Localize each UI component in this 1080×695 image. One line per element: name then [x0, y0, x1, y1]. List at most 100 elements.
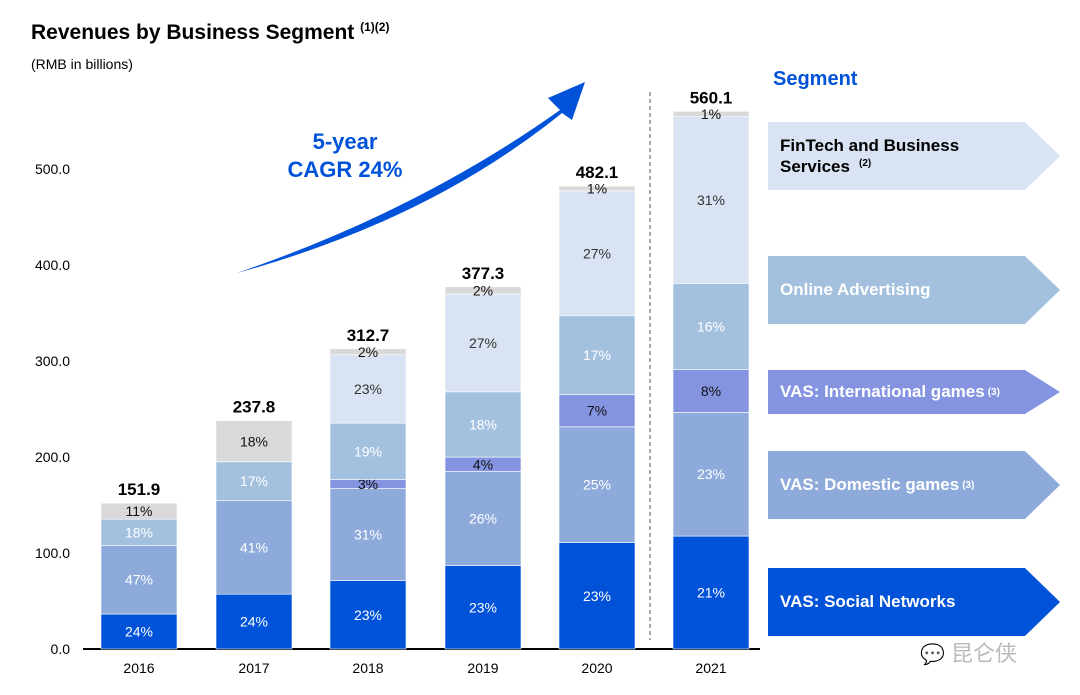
bar-segment [672, 535, 750, 650]
bar-segment [444, 391, 522, 458]
x-tick-label: 2018 [352, 660, 383, 676]
bar-2019: 23% 26% 4% 18% 27% 2%377.3 2019 [444, 264, 522, 676]
bar-segment [558, 542, 636, 650]
segment-label: 11% [126, 503, 153, 519]
bar-segment [558, 315, 636, 395]
bar-segment [329, 354, 407, 424]
bar-segment [100, 518, 178, 546]
bar-segment [558, 190, 636, 317]
total-label: 377.3 [462, 264, 505, 283]
total-label: 237.8 [233, 398, 276, 417]
chart-title: Revenues by Business Segment (1)(2) [31, 20, 390, 44]
legend-label: Online Advertising [780, 280, 931, 299]
segment-label: 3% [358, 476, 378, 492]
bar-segment [215, 593, 293, 650]
total-label: 151.9 [118, 480, 161, 499]
wechat-icon: 💬 [920, 644, 945, 666]
x-tick-label: 2016 [123, 660, 154, 676]
y-tick-label: 500.0 [35, 161, 70, 177]
legend-label: VAS: International games [780, 382, 985, 401]
legend-label: FinTech and Business Services [780, 136, 960, 176]
bar-segment [215, 420, 293, 463]
x-tick-label: 2020 [581, 660, 612, 676]
segment-label: 23% [354, 607, 382, 623]
segment-label: 47% [125, 572, 153, 588]
bar-segment [100, 545, 178, 615]
bar-segment [558, 394, 636, 428]
segment-label: 8% [701, 383, 721, 399]
segment-label: 21% [697, 585, 725, 601]
bar-segment [444, 286, 522, 295]
segment-label: 1% [701, 106, 721, 122]
bar-segment [672, 412, 750, 537]
bar-2020: 23% 25% 7% 17% 27% 1%482.1 2020 [558, 163, 636, 676]
legend-item: VAS: International games (3) [768, 370, 1060, 414]
bar-segment [100, 502, 178, 520]
segment-label: 18% [240, 433, 268, 449]
cagr-annotation: 5-year CAGR 24% [270, 128, 420, 184]
y-tick-label: 0.0 [51, 641, 71, 657]
segment-label: 18% [469, 416, 497, 432]
legend-title: Segment [773, 68, 858, 90]
y-tick-label: 400.0 [35, 257, 70, 273]
segment-label: 7% [587, 403, 607, 419]
bar-segment [672, 283, 750, 370]
watermark: 💬 昆仑侠 [920, 641, 1018, 666]
bar-segment [100, 613, 178, 650]
bar-segment [444, 565, 522, 650]
bar-segment [329, 422, 407, 480]
segment-label: 41% [240, 539, 268, 555]
legend-note: (3) [987, 386, 1000, 398]
bar-segment [215, 500, 293, 595]
segment-label: 2% [358, 344, 378, 360]
bar-segment [558, 185, 636, 192]
bar-segment [329, 488, 407, 581]
bar-2021: 21% 23% 8% 16% 31% 1%560.1 2021 [672, 88, 750, 676]
segment-label: 23% [697, 466, 725, 482]
total-label: 482.1 [576, 163, 619, 182]
segment-label: 16% [697, 318, 725, 334]
legend-item: FinTech and Business Services (2) [768, 122, 1060, 190]
segment-label: 26% [469, 511, 497, 527]
segment-label: 23% [469, 599, 497, 615]
y-tick-label: 100.0 [35, 545, 70, 561]
segment-label: 27% [583, 245, 611, 261]
y-tick-label: 200.0 [35, 449, 70, 465]
segment-label: 24% [240, 614, 268, 630]
segment-label: 19% [354, 443, 382, 459]
y-tick-label: 300.0 [35, 353, 70, 369]
total-label: 312.7 [347, 326, 390, 345]
legend-label: VAS: Social Networks [780, 592, 956, 611]
segment-label: 23% [354, 381, 382, 397]
bar-segment [329, 348, 407, 356]
segment-label: 17% [240, 473, 268, 489]
bar-2017: 24% 41% 17% 18% 237.8 2017 [215, 398, 293, 676]
segment-label: 27% [469, 335, 497, 351]
segment-label: 24% [125, 624, 153, 640]
legend-note: (2) [859, 158, 872, 169]
legend-item: Online Advertising [768, 256, 1060, 324]
bar-segment [444, 293, 522, 393]
bar-segment [215, 461, 293, 501]
chart-subtitle: (RMB in billions) [31, 56, 133, 72]
legend-note: (3) [962, 479, 975, 491]
bar-2016: 24% 47% 18% 11% 151.9 2016 [100, 480, 178, 676]
legend-label: VAS: Domestic games [780, 475, 960, 494]
bar-2018: 23% 31% 3% 19% 23% 2%312.7 2018 [329, 326, 407, 676]
total-label: 560.1 [690, 88, 733, 107]
segment-label: 4% [473, 456, 493, 472]
x-tick-label: 2021 [695, 660, 726, 676]
legend-item: VAS: Domestic games (3) [768, 451, 1060, 519]
bar-segment [444, 471, 522, 566]
segment-label: 31% [354, 527, 382, 543]
legend-item: VAS: Social Networks [768, 568, 1060, 636]
bar-segment [672, 111, 750, 117]
segment-label: 1% [587, 180, 607, 196]
bar-segment [672, 369, 750, 413]
segment-label: 25% [583, 477, 611, 493]
x-tick-label: 2019 [467, 660, 498, 676]
cagr-line1: 5-year [312, 129, 378, 154]
segment-label: 23% [583, 588, 611, 604]
segment-label: 31% [697, 192, 725, 208]
